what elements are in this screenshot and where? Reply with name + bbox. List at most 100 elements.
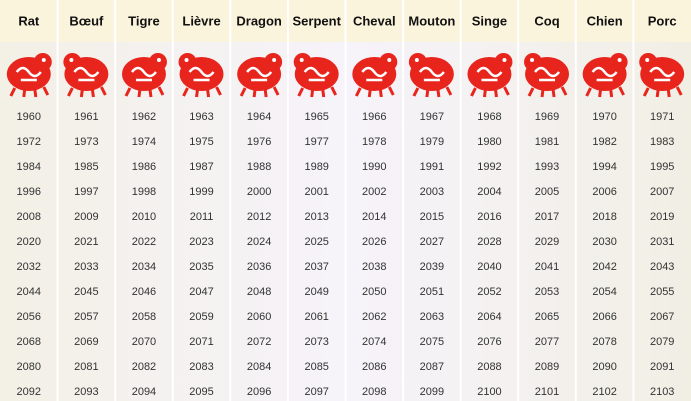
year-cell: 2032 bbox=[17, 261, 41, 273]
year-cell: 2019 bbox=[650, 211, 674, 223]
icon-head bbox=[148, 53, 167, 71]
year-cell: 2030 bbox=[592, 236, 616, 248]
year-cell: 1983 bbox=[650, 136, 674, 148]
icon-head bbox=[293, 53, 312, 71]
icon-head bbox=[639, 53, 658, 71]
year-cell: 2055 bbox=[650, 286, 674, 298]
year-cell: 1982 bbox=[592, 136, 616, 148]
column-header: Tigre bbox=[128, 13, 160, 28]
animal-icon bbox=[63, 53, 109, 98]
year-cell: 2008 bbox=[17, 211, 41, 223]
year-cell: 2049 bbox=[304, 286, 328, 298]
year-cell: 2084 bbox=[247, 361, 271, 373]
year-cell: 2061 bbox=[304, 311, 328, 323]
year-cell: 2034 bbox=[132, 261, 156, 273]
year-cell: 1960 bbox=[17, 111, 41, 123]
column-header: Chien bbox=[587, 13, 623, 28]
year-cell: 1965 bbox=[304, 111, 328, 123]
year-cell: 1971 bbox=[650, 111, 674, 123]
column-header: Coq bbox=[534, 13, 559, 28]
year-cell: 1981 bbox=[535, 136, 559, 148]
icon-legs bbox=[354, 86, 395, 98]
year-cell: 2070 bbox=[132, 336, 156, 348]
icon-legs bbox=[470, 86, 510, 98]
year-cell: 2102 bbox=[592, 386, 616, 398]
icon-legs bbox=[412, 86, 453, 98]
year-cell: 2097 bbox=[304, 386, 328, 398]
year-cell: 2066 bbox=[592, 311, 616, 323]
year-cell: 2045 bbox=[74, 286, 98, 298]
year-cell: 1990 bbox=[362, 161, 386, 173]
icon-head bbox=[63, 53, 82, 71]
year-cell: 2040 bbox=[477, 261, 501, 273]
year-cell: 2083 bbox=[189, 361, 213, 373]
icon-head bbox=[178, 53, 197, 71]
year-cell: 2078 bbox=[592, 336, 616, 348]
icon-eye bbox=[184, 58, 189, 62]
icon-cutout bbox=[73, 66, 100, 82]
year-cell: 1989 bbox=[304, 161, 328, 173]
year-cell: 1984 bbox=[17, 161, 41, 173]
year-cell: 2068 bbox=[17, 336, 41, 348]
year-cell: 2067 bbox=[650, 311, 674, 323]
year-cell: 2031 bbox=[650, 236, 674, 248]
year-cell: 2013 bbox=[304, 211, 328, 223]
year-cell: 2079 bbox=[650, 336, 674, 348]
year-cell: 2035 bbox=[189, 261, 213, 273]
column-header: Singe bbox=[472, 13, 507, 28]
year-cell: 2096 bbox=[247, 386, 271, 398]
icon-eye bbox=[299, 58, 304, 62]
year-cell: 2046 bbox=[132, 286, 156, 298]
year-cell: 2002 bbox=[362, 186, 386, 198]
icon-cutout bbox=[591, 66, 618, 82]
year-cell: 2026 bbox=[362, 236, 386, 248]
column-header: Mouton bbox=[408, 13, 455, 28]
icon-cutout bbox=[418, 66, 445, 82]
year-cell: 2003 bbox=[420, 186, 444, 198]
year-cell: 1962 bbox=[132, 111, 156, 123]
animal-icon bbox=[408, 53, 454, 98]
animal-icon bbox=[178, 53, 224, 98]
year-cell: 2007 bbox=[650, 186, 674, 198]
year-cell: 1986 bbox=[132, 161, 156, 173]
year-cell: 2051 bbox=[420, 286, 444, 298]
year-cell: 2088 bbox=[477, 361, 501, 373]
year-cell: 2071 bbox=[189, 336, 213, 348]
year-cell: 2098 bbox=[362, 386, 386, 398]
year-cell: 2048 bbox=[247, 286, 271, 298]
icon-eye bbox=[617, 58, 622, 62]
icon-legs bbox=[527, 86, 568, 98]
year-cell: 1977 bbox=[304, 136, 328, 148]
year-cell: 1985 bbox=[74, 161, 98, 173]
column-header: Dragon bbox=[236, 13, 282, 28]
year-cell: 2069 bbox=[74, 336, 98, 348]
year-cell: 2010 bbox=[132, 211, 156, 223]
icon-cutout bbox=[246, 66, 273, 82]
icon-legs bbox=[297, 86, 338, 98]
icon-eye bbox=[387, 58, 392, 62]
year-cell: 2060 bbox=[247, 311, 271, 323]
year-cell: 1995 bbox=[650, 161, 674, 173]
year-cell: 2022 bbox=[132, 236, 156, 248]
year-cell: 2005 bbox=[535, 186, 559, 198]
year-cell: 1974 bbox=[132, 136, 156, 148]
year-cell: 1987 bbox=[189, 161, 213, 173]
year-cell: 2089 bbox=[535, 361, 559, 373]
year-cell: 1961 bbox=[74, 111, 98, 123]
year-cell: 1973 bbox=[74, 136, 98, 148]
icon-cutout bbox=[15, 66, 42, 82]
year-cell: 1972 bbox=[17, 136, 41, 148]
column-header: Cheval bbox=[353, 13, 396, 28]
icon-cutout bbox=[649, 66, 676, 82]
icon-head bbox=[33, 53, 52, 71]
animal-icon bbox=[639, 53, 685, 98]
year-cell: 1997 bbox=[74, 186, 98, 198]
year-cell: 2016 bbox=[477, 211, 501, 223]
year-cell: 2073 bbox=[304, 336, 328, 348]
icon-eye bbox=[502, 58, 507, 62]
year-cell: 2093 bbox=[74, 386, 98, 398]
year-cell: 1992 bbox=[477, 161, 501, 173]
year-cell: 2076 bbox=[477, 336, 501, 348]
year-cell: 2025 bbox=[304, 236, 328, 248]
